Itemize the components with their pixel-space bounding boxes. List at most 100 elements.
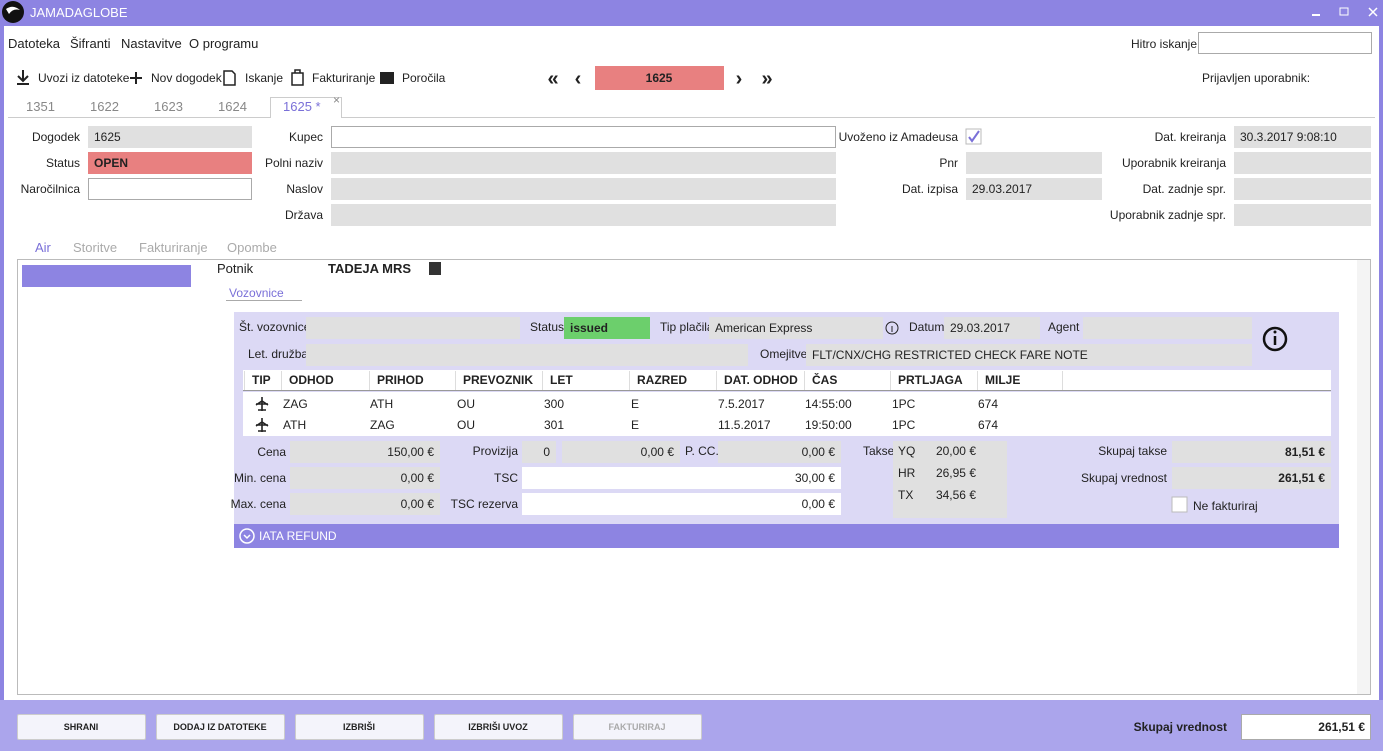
field: [306, 317, 520, 339]
button[interactable]: [17, 714, 146, 740]
field: [88, 152, 252, 174]
tab-close[interactable]: ×: [333, 93, 341, 107]
tab-strip-line: [8, 117, 1375, 118]
label: Ne fakturiraj: [1193, 499, 1258, 513]
iata-refund-bar[interactable]: [234, 524, 1339, 548]
label: Dat. izpisa: [901, 182, 958, 196]
table-cell: E: [631, 397, 640, 411]
menu-item[interactable]: O programu: [189, 36, 259, 51]
field-value: 0,00 €: [801, 497, 835, 511]
button-label: IZBRIŠI: [342, 722, 375, 732]
label: Dat. zadnje spr.: [1142, 182, 1226, 196]
column-header: TIP: [252, 373, 271, 387]
tab[interactable]: 1625 *: [283, 99, 321, 114]
field-value: issued: [570, 321, 609, 335]
section-tab[interactable]: Fakturiranje: [139, 240, 208, 255]
invoice-icon: [291, 69, 304, 86]
button[interactable]: [434, 714, 563, 740]
field: [331, 126, 836, 148]
label: Agent: [1048, 320, 1080, 334]
field: [1083, 317, 1252, 339]
total-label: Skupaj vrednost: [1133, 720, 1227, 734]
table-cell: 300: [544, 397, 565, 411]
field-value: 150,00 €: [387, 445, 434, 459]
frame-right: [1379, 26, 1383, 706]
search-input[interactable]: [1198, 32, 1372, 54]
table-cell: 301: [544, 418, 565, 432]
toolbar-button[interactable]: Fakturiranje: [312, 71, 376, 85]
tab[interactable]: 1624: [218, 99, 247, 114]
table-cell: 674: [978, 397, 999, 411]
column-header: PRTLJAGA: [898, 373, 963, 387]
field-value: 0,00 €: [640, 445, 674, 459]
button: [573, 714, 702, 740]
field: [944, 317, 1040, 339]
search-icon: [223, 70, 236, 86]
passenger-list-item[interactable]: [22, 265, 191, 287]
nav-last[interactable]: »: [761, 68, 773, 90]
menu-item[interactable]: Nastavitve: [121, 36, 182, 51]
section-tab[interactable]: Storitve: [73, 240, 118, 255]
label: Omejitve: [760, 347, 808, 361]
column-separator: [542, 371, 543, 390]
label: TSC: [494, 471, 518, 485]
field: [1172, 467, 1331, 489]
nav-next[interactable]: ›: [735, 68, 743, 90]
column-header: DAT. ODHOD: [724, 373, 798, 387]
field: [1241, 714, 1371, 740]
column-separator: [369, 371, 370, 390]
table-cell: 1PC: [892, 418, 916, 432]
field: [1234, 204, 1371, 226]
tax-code: TX: [898, 488, 914, 502]
field: [966, 178, 1102, 200]
taxes-box: [893, 441, 1007, 518]
field-value: 81,51 €: [1284, 445, 1325, 459]
toolbar-button[interactable]: Uvozi iz datoteke: [38, 71, 130, 85]
menu-item[interactable]: Datoteka: [8, 36, 61, 51]
field-value: 0: [543, 445, 550, 459]
table-cell: OU: [457, 397, 475, 411]
label: Naslov: [286, 182, 323, 196]
field: [718, 441, 841, 463]
field-value: 261,51 €: [1278, 471, 1325, 485]
table-cell: 11.5.2017: [718, 418, 771, 432]
button[interactable]: [156, 714, 285, 740]
field: [88, 178, 252, 200]
column-header: PRIHOD: [377, 373, 424, 387]
tab[interactable]: 1623: [154, 99, 183, 114]
toolbar-button[interactable]: Poročila: [402, 71, 446, 85]
section-tab[interactable]: Opombe: [227, 240, 277, 255]
table-cell: 19:50:00: [805, 418, 852, 432]
subtab[interactable]: Vozovnice: [229, 286, 284, 300]
label: Status: [45, 156, 80, 170]
label: Kupec: [288, 130, 323, 144]
field-value: 0,00 €: [400, 497, 434, 511]
label: Min. cena: [233, 471, 286, 485]
nav-first[interactable]: «: [547, 68, 559, 90]
tab[interactable]: 1351: [26, 99, 55, 114]
column-separator: [629, 371, 630, 390]
subtab-underline: [226, 300, 302, 301]
column-header: MILJE: [985, 373, 1021, 387]
toolbar-button[interactable]: Nov dogodek: [151, 71, 222, 85]
menu-item[interactable]: Šifranti: [70, 36, 111, 51]
label: Uporabnik zadnje spr.: [1109, 208, 1226, 222]
iata-refund-label: IATA REFUND: [259, 529, 337, 543]
toolbar-button[interactable]: Iskanje: [245, 71, 284, 85]
label: P. CC.: [685, 444, 719, 458]
field: [331, 204, 836, 226]
tab[interactable]: 1622: [90, 99, 119, 114]
column-separator: [281, 371, 282, 390]
new-icon: [130, 72, 142, 84]
section-tab[interactable]: Air: [35, 240, 51, 255]
nav-prev[interactable]: ‹: [574, 68, 582, 90]
field: [562, 441, 680, 463]
column-header: PREVOZNIK: [463, 373, 534, 387]
button[interactable]: [295, 714, 424, 740]
label: Uporabnik kreiranja: [1121, 156, 1226, 170]
passenger-name: TADEJA MRS: [328, 261, 412, 276]
tax-code: YQ: [898, 444, 916, 458]
column-header: ODHOD: [289, 373, 334, 387]
field-value: FLT/CNX/CHG RESTRICTED CHECK FARE NOTE: [812, 348, 1088, 362]
field: [966, 152, 1102, 174]
